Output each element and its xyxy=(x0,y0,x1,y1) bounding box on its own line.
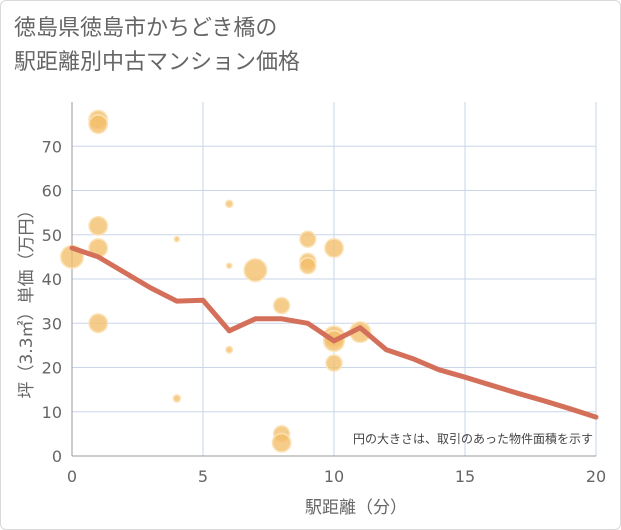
size-legend-note: 円の大きさは、取引のあった物件面積を示す xyxy=(353,431,593,446)
x-tick-label: 0 xyxy=(67,467,77,486)
data-point xyxy=(225,345,234,354)
y-tick-label: 40 xyxy=(42,270,62,289)
data-point xyxy=(224,199,234,209)
data-point xyxy=(88,215,109,236)
x-tick-label: 5 xyxy=(198,467,208,486)
chart-title-line-2: 駅距離別中古マンション価格 xyxy=(14,50,301,75)
x-tick-label: 10 xyxy=(324,467,344,486)
chart-title-line-1: 徳島県徳島市かちどき橋の xyxy=(14,16,278,41)
data-point xyxy=(243,258,268,283)
data-point xyxy=(299,230,317,248)
y-tick-label: 30 xyxy=(42,314,62,333)
y-tick-label: 10 xyxy=(42,403,62,422)
bubbles xyxy=(59,109,372,453)
tick-labels: 0 10 20 30 40 50 60 70 0 5 10 15 20 xyxy=(42,137,607,486)
data-point xyxy=(88,114,109,135)
x-tick-label: 15 xyxy=(455,467,475,486)
grid xyxy=(71,102,597,457)
y-tick-label: 60 xyxy=(42,182,62,201)
y-tick-label: 0 xyxy=(52,447,62,466)
chart-title: 徳島県徳島市かちどき橋の 駅距離別中古マンション価格 xyxy=(14,12,574,80)
y-tick-label: 50 xyxy=(42,226,62,245)
data-point xyxy=(88,313,109,334)
data-point xyxy=(271,432,292,453)
y-tick-label: 70 xyxy=(42,137,62,156)
trend-layer xyxy=(69,245,599,420)
data-point xyxy=(272,296,291,315)
y-axis-label: 坪（3.3㎡）単価（万円） xyxy=(17,201,37,398)
data-point xyxy=(172,394,182,403)
y-tick-label: 20 xyxy=(42,359,62,378)
data-point xyxy=(299,257,317,275)
x-axis-label: 駅距離（分） xyxy=(305,498,407,518)
trend-line xyxy=(69,245,599,420)
data-point xyxy=(173,235,181,243)
data-point xyxy=(225,262,233,269)
x-tick-label: 20 xyxy=(586,467,606,486)
data-point xyxy=(325,354,343,372)
data-point xyxy=(324,238,344,258)
